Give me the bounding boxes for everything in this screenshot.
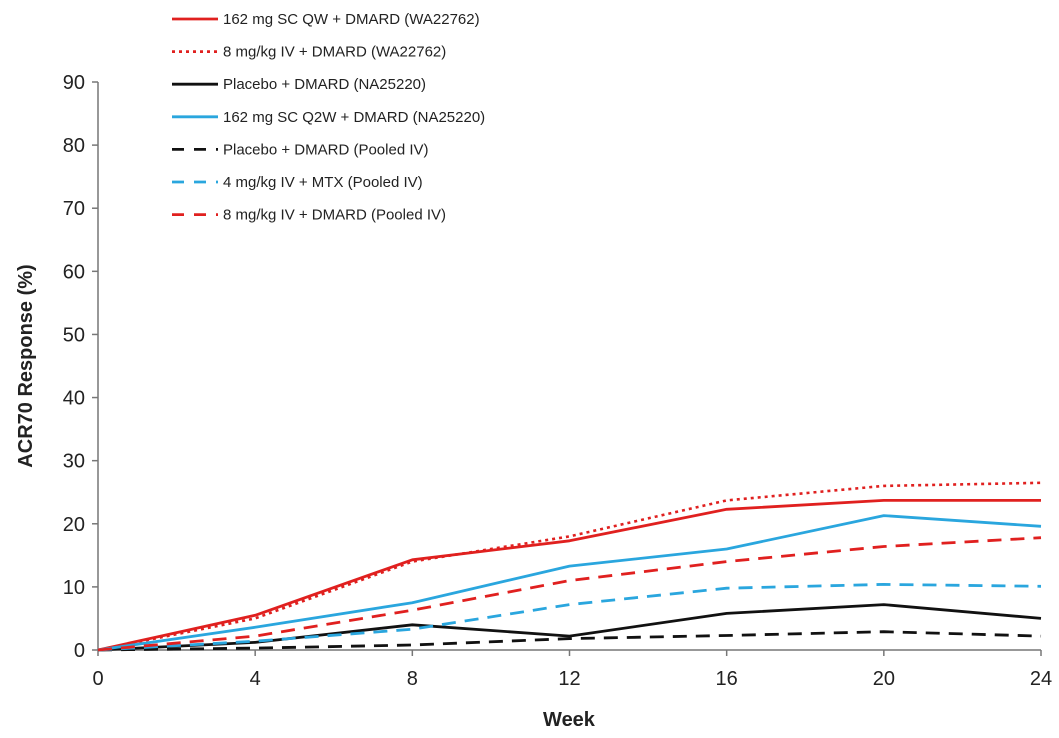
x-tick-label: 4: [250, 668, 261, 690]
y-tick-label: 80: [63, 135, 85, 157]
y-tick-label: 40: [63, 388, 85, 410]
x-tick-label: 0: [92, 668, 103, 690]
series-line-1: [98, 500, 1041, 650]
chart-axes: [92, 82, 1041, 656]
x-tick-label: 24: [1030, 668, 1052, 690]
y-tick-label: 10: [63, 577, 85, 599]
y-tick-label: 30: [63, 451, 85, 473]
x-tick-label: 12: [558, 668, 580, 690]
legend-label-6: 4 mg/kg IV + MTX (Pooled IV): [223, 174, 423, 191]
y-axis-label: ACR70 Response (%): [15, 264, 37, 467]
series-line-7: [98, 538, 1041, 650]
series-line-6: [98, 584, 1041, 650]
y-tick-label: 20: [63, 514, 85, 536]
x-tick-label: 8: [407, 668, 418, 690]
x-tick-label: 16: [716, 668, 738, 690]
chart-legend: 162 mg SC QW + DMARD (WA22762) 8 mg/kg IV…: [172, 11, 485, 224]
x-axis-label: Week: [543, 709, 596, 731]
x-tick-label: 20: [873, 668, 895, 690]
legend-label-3: Placebo + DMARD (NA25220): [223, 76, 426, 93]
legend-label-1: 162 mg SC QW + DMARD (WA22762): [223, 11, 480, 28]
series-line-4: [98, 516, 1041, 650]
y-tick-label: 0: [74, 640, 85, 662]
y-tick-label: 70: [63, 198, 85, 220]
legend-label-7: 8 mg/kg IV + DMARD (Pooled IV): [223, 207, 446, 224]
legend-label-5: Placebo + DMARD (Pooled IV): [223, 141, 429, 158]
tick-labels: 0 10 20 30 40 50 60 70 80 90 0 4 8 12 16 20 24: [63, 72, 1052, 690]
legend-label-2: 8 mg/kg IV + DMARD (WA22762): [223, 44, 446, 61]
y-tick-label: 60: [63, 261, 85, 283]
y-tick-label: 90: [63, 72, 85, 94]
y-tick-label: 50: [63, 324, 85, 346]
series-layer: [98, 483, 1041, 650]
legend-label-4: 162 mg SC Q2W + DMARD (NA25220): [223, 109, 485, 126]
